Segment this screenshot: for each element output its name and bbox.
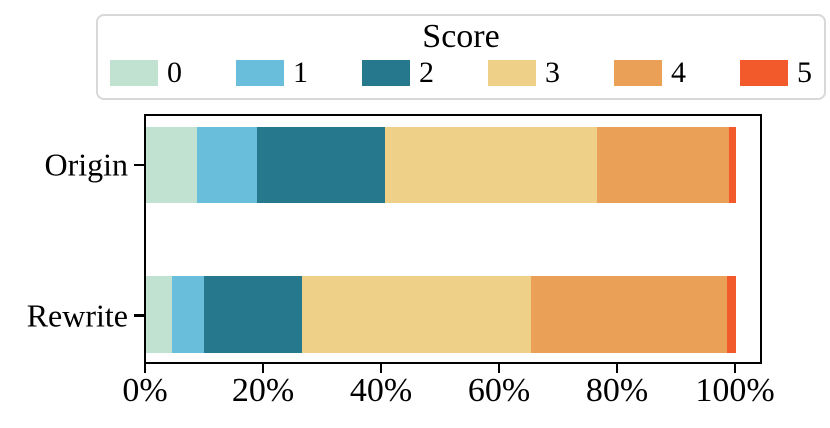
bar-segment-score-0: [146, 276, 172, 353]
x-axis-tick-label: 60%: [467, 372, 531, 409]
y-axis-label-origin: Origin: [44, 146, 128, 183]
y-axis-label-rewrite: Rewrite: [26, 296, 128, 333]
x-axis-tick-label: 0%: [122, 372, 168, 409]
y-axis-tick: [134, 163, 144, 167]
legend-item-label: 3: [545, 56, 560, 90]
legend-item: 0: [110, 58, 182, 88]
legend-item: 3: [488, 58, 560, 88]
x-axis-tick: [733, 364, 737, 373]
legend-item-label: 2: [419, 56, 434, 90]
bar-segment-score-3: [302, 276, 532, 353]
bar-segment-score-4: [531, 276, 728, 353]
legend-swatch-icon: [488, 60, 536, 87]
bar-segment-score-4: [596, 127, 730, 203]
bar-row-rewrite: [146, 276, 736, 353]
legend-item: 2: [362, 58, 434, 88]
legend-item-label: 5: [797, 56, 812, 90]
bar-segment-score-0: [146, 127, 197, 203]
bar-row-origin: [146, 127, 736, 203]
x-axis-tick: [497, 364, 501, 373]
legend-swatch-icon: [740, 60, 788, 87]
legend-item-label: 0: [167, 56, 182, 90]
bar-segment-score-2: [256, 127, 385, 203]
legend-item: 4: [614, 58, 686, 88]
legend-swatch-icon: [236, 60, 284, 87]
bar-segment-score-1: [171, 276, 204, 353]
x-axis-tick-label: 80%: [585, 372, 649, 409]
legend-item: 5: [740, 58, 812, 88]
x-axis-tick: [379, 364, 383, 373]
legend-swatch-icon: [614, 60, 662, 87]
legend-item-label: 1: [293, 56, 308, 90]
bar-segment-score-1: [196, 127, 257, 203]
x-axis-tick-label: 100%: [695, 372, 775, 409]
legend-item-label: 4: [671, 56, 686, 90]
legend-item: 1: [236, 58, 308, 88]
x-axis-tick: [261, 364, 265, 373]
x-axis-tick-label: 20%: [231, 372, 295, 409]
bar-segment-score-5: [729, 127, 736, 203]
legend-swatch-icon: [110, 60, 158, 87]
legend-title: Score: [422, 18, 500, 55]
x-axis-tick-label: 40%: [349, 372, 413, 409]
plot-area: [144, 114, 762, 364]
x-axis-tick: [615, 364, 619, 373]
bar-segment-score-5: [727, 276, 736, 353]
legend: Score 0 1 2 3 4 5: [96, 14, 826, 100]
bar-segment-score-3: [384, 127, 597, 203]
bar-segment-score-2: [203, 276, 303, 353]
y-axis-tick: [134, 314, 144, 317]
legend-swatch-icon: [362, 60, 410, 87]
legend-items: 0 1 2 3 4 5: [98, 58, 824, 88]
x-axis-tick: [143, 364, 147, 373]
